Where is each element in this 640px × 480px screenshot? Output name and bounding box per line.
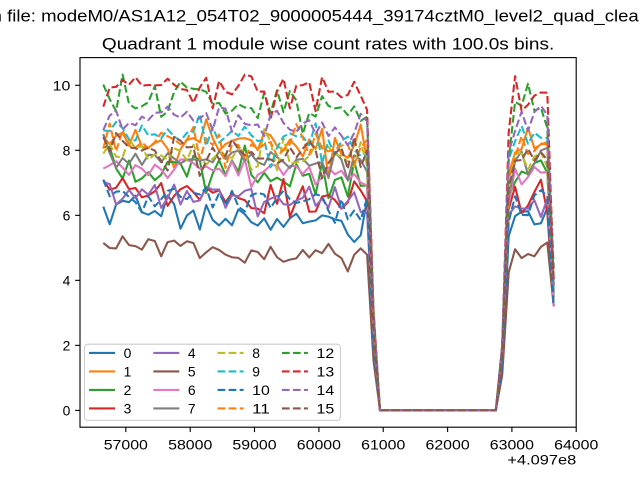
svg-text:62000: 62000 (426, 436, 470, 452)
svg-text:61000: 61000 (361, 436, 405, 452)
svg-text:9: 9 (252, 363, 260, 379)
svg-text:60000: 60000 (297, 436, 341, 452)
svg-text:64000: 64000 (554, 436, 598, 452)
svg-text:10: 10 (53, 77, 71, 93)
svg-text:7: 7 (188, 400, 196, 416)
svg-text:59000: 59000 (232, 436, 276, 452)
svg-text:14: 14 (317, 382, 335, 398)
svg-text:from file: modeM0/AS1A12_054T0: from file: modeM0/AS1A12_054T02_90000054… (0, 6, 640, 25)
svg-text:3: 3 (124, 400, 132, 416)
svg-text:Quadrant 1 module wise count r: Quadrant 1 module wise count rates with … (102, 35, 554, 54)
svg-text:1: 1 (124, 363, 132, 379)
svg-text:58000: 58000 (168, 436, 212, 452)
svg-text:0: 0 (124, 345, 132, 361)
svg-text:4: 4 (188, 345, 196, 361)
svg-text:0: 0 (63, 402, 71, 418)
svg-text:11: 11 (252, 400, 270, 416)
svg-text:63000: 63000 (490, 436, 534, 452)
svg-text:6: 6 (63, 207, 71, 223)
svg-text:8: 8 (252, 345, 260, 361)
svg-text:13: 13 (317, 363, 335, 379)
svg-text:8: 8 (63, 142, 71, 158)
svg-text:57000: 57000 (104, 436, 148, 452)
svg-text:5: 5 (188, 363, 196, 379)
svg-text:12: 12 (317, 345, 335, 361)
svg-text:6: 6 (188, 382, 196, 398)
svg-text:4: 4 (63, 272, 71, 288)
svg-text:10: 10 (252, 382, 270, 398)
svg-text:2: 2 (124, 382, 132, 398)
svg-text:15: 15 (317, 400, 335, 416)
svg-text:+4.097e8: +4.097e8 (507, 452, 576, 468)
svg-text:2: 2 (63, 337, 71, 353)
